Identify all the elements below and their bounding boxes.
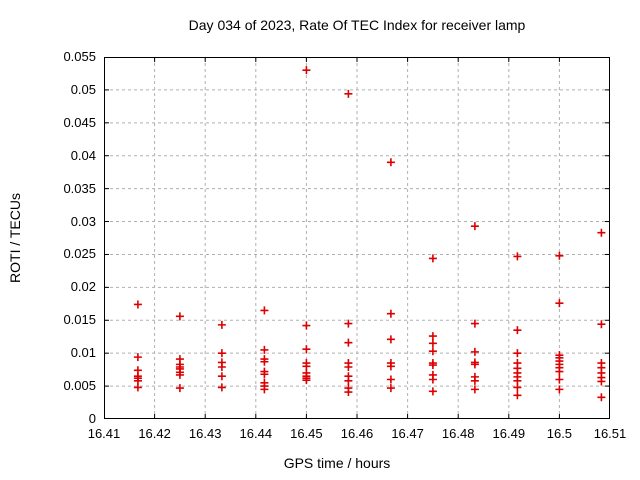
data-point-marker	[217, 349, 226, 358]
data-point-marker	[217, 363, 226, 372]
data-point-marker	[513, 349, 522, 358]
data-point-marker	[597, 320, 606, 329]
data-point-marker	[344, 338, 353, 347]
data-point-marker	[260, 370, 269, 379]
data-point-marker	[344, 89, 353, 98]
data-point-marker	[428, 339, 437, 348]
data-point-marker	[470, 319, 479, 328]
data-point-marker	[175, 370, 184, 379]
data-point-marker	[513, 326, 522, 335]
y-tick-label: 0.035	[63, 180, 96, 196]
data-point-marker	[597, 228, 606, 237]
y-tick-label: 0.055	[63, 49, 96, 64]
data-point-marker	[133, 300, 142, 309]
data-point-marker	[386, 158, 395, 167]
y-tick-label: 0.04	[70, 147, 96, 163]
data-point-marker	[386, 384, 395, 393]
data-point-marker	[260, 345, 269, 354]
data-point-marker	[470, 360, 479, 369]
y-tick-label: 0.01	[70, 345, 96, 361]
data-point-marker	[302, 66, 311, 75]
data-point-marker	[470, 347, 479, 356]
x-tick-label: 16.48	[441, 426, 475, 441]
y-tick-label: 0.025	[63, 246, 96, 262]
data-point-marker	[133, 383, 142, 392]
data-point-marker	[260, 385, 269, 394]
data-point-marker	[386, 375, 395, 384]
data-point-marker	[386, 362, 395, 371]
data-point-marker	[175, 312, 184, 321]
data-point-marker	[302, 345, 311, 354]
data-point-marker	[344, 376, 353, 385]
x-tick-label: 16.49	[492, 426, 526, 441]
x-tick-label: 16.46	[340, 426, 374, 441]
data-point-marker	[555, 251, 564, 260]
x-tick-label: 16.47	[391, 426, 424, 441]
data-point-marker	[175, 384, 184, 393]
data-point-marker	[555, 375, 564, 384]
data-point-marker	[260, 357, 269, 366]
y-tick-label: 0.045	[63, 114, 96, 130]
data-point-marker	[555, 367, 564, 376]
x-tick-label: 16.51	[593, 426, 627, 441]
data-point-marker	[555, 385, 564, 394]
x-axis-label: GPS time / hours	[283, 455, 391, 471]
y-tick-label: 0.05	[70, 81, 96, 97]
data-point-marker	[302, 376, 311, 385]
data-point-marker	[555, 299, 564, 308]
x-tick-label: 16.45	[290, 426, 323, 441]
y-axis-label: ROTI / TECUs	[7, 193, 23, 283]
data-point-marker	[217, 320, 226, 329]
data-point-marker	[470, 222, 479, 231]
chart-title: Day 034 of 2023, Rate Of TEC Index for r…	[188, 17, 526, 33]
data-point-marker	[133, 353, 142, 362]
data-point-marker	[428, 387, 437, 396]
y-tick-label: 0.03	[70, 213, 96, 229]
data-point-marker	[428, 347, 437, 356]
x-tick-label: 16.42	[138, 426, 171, 441]
y-tick-label: 0.02	[70, 279, 96, 295]
data-point-marker	[513, 252, 522, 261]
data-point-marker	[386, 309, 395, 318]
data-point-marker	[217, 372, 226, 381]
data-point-marker	[344, 388, 353, 397]
data-point-marker	[470, 376, 479, 385]
x-tick-label: 16.43	[188, 426, 222, 441]
data-point-marker	[597, 393, 606, 402]
data-point-marker	[428, 254, 437, 263]
plot-border	[104, 57, 610, 419]
data-point-marker	[302, 321, 311, 330]
data-point-marker	[597, 377, 606, 386]
data-point-marker	[428, 332, 437, 341]
x-tick-label: 16.44	[239, 426, 273, 441]
data-point-marker	[217, 383, 226, 392]
data-point-marker	[513, 383, 522, 392]
y-tick-label: 0.015	[63, 312, 96, 328]
plot-area	[104, 57, 610, 419]
data-point-marker	[386, 335, 395, 344]
data-point-marker	[260, 306, 269, 315]
data-point-marker	[428, 361, 437, 370]
y-tick-label: 0	[88, 411, 96, 426]
data-point-marker	[344, 319, 353, 328]
data-point-marker	[344, 363, 353, 372]
x-tick-label: 16.5	[546, 426, 573, 441]
x-tick-label: 16.41	[87, 426, 121, 441]
data-point-marker	[428, 375, 437, 384]
data-point-marker	[470, 385, 479, 394]
y-tick-label: 0.005	[63, 378, 96, 394]
data-point-marker	[513, 391, 522, 400]
